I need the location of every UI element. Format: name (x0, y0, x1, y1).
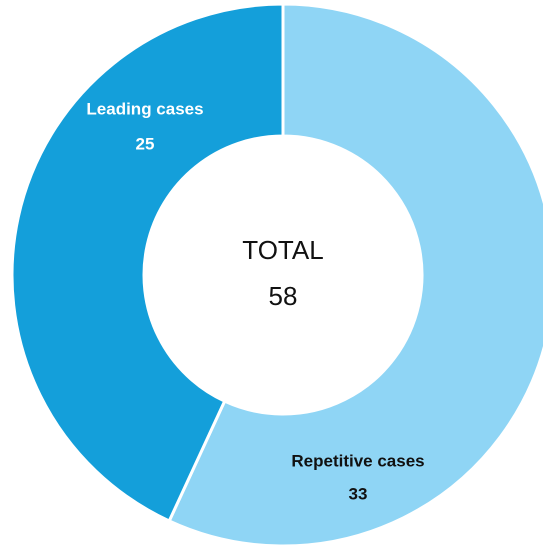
slice (167, 2, 543, 548)
slice (10, 2, 285, 523)
slices (10, 2, 543, 548)
slice-label: Repetitive cases (291, 451, 424, 470)
slice-label: Leading cases (86, 99, 203, 118)
slice-value: 33 (349, 484, 368, 503)
slice-value: 25 (136, 134, 155, 153)
center-label: TOTAL (242, 235, 323, 265)
center-total: 58 (269, 281, 298, 311)
